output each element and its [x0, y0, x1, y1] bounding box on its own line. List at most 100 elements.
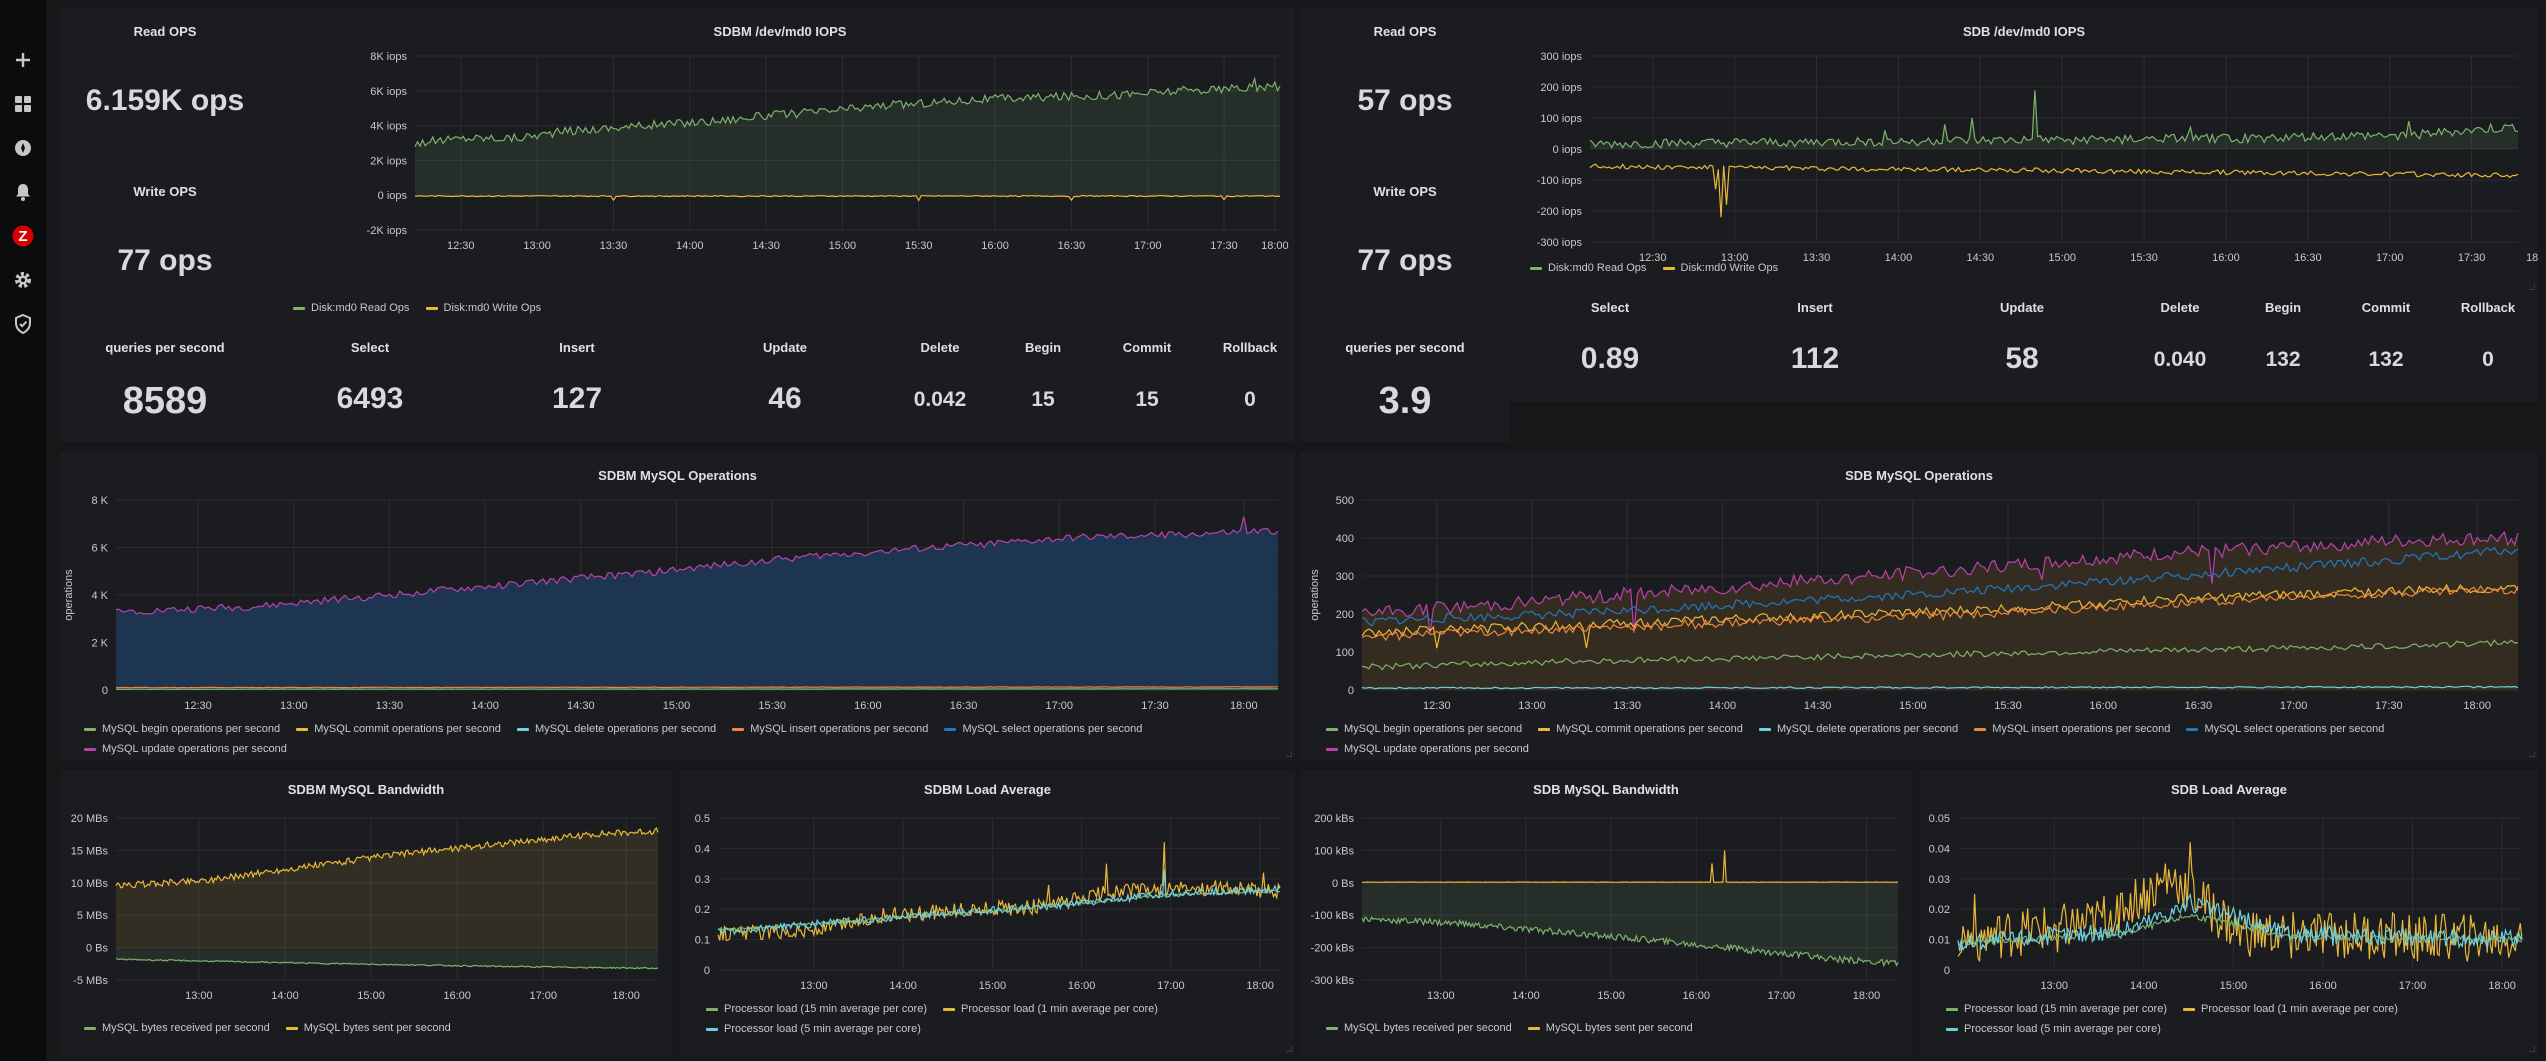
x-tick-label: 16:00	[1068, 980, 1096, 992]
explore-icon[interactable]	[11, 136, 35, 160]
legend-item[interactable]: Disk:md0 Read Ops	[293, 299, 409, 318]
sdb-bandwidth-chart[interactable]: -300 kBs -200 kBs -100 kBs 0 Bs 100 kBs 200 k…	[1300, 770, 1912, 1055]
x-tick-label: 14:30	[1804, 700, 1832, 712]
x-tick-label: 16:00	[981, 240, 1009, 252]
x-tick-label: 17:30	[2375, 700, 2403, 712]
sdbm-load-chart[interactable]: 0 0.1 0.2 0.3 0.4 0.5 13:00 14:00 15:00 16:00 17:0…	[680, 770, 1295, 1055]
series-line	[1957, 913, 2523, 946]
x-tick-label: 18:00	[1261, 240, 1289, 252]
sdbm-write-ops-title: Write OPS	[133, 184, 197, 199]
x-tick-label: 17:00	[1046, 700, 1074, 712]
series-line	[717, 869, 1281, 936]
y-tick-label: 0 iops	[378, 190, 408, 202]
x-tick-label: 15:00	[1899, 700, 1927, 712]
resize-handle[interactable]	[1286, 751, 1292, 757]
sdb-begin-value: 132	[2265, 348, 2301, 371]
zabbix-icon[interactable]: Z	[11, 224, 35, 248]
legend-item[interactable]: MySQL commit operations per second	[1538, 720, 1743, 739]
y-tick-label: 0 Bs	[1332, 878, 1355, 890]
y-tick-label: -200 kBs	[1311, 943, 1355, 955]
legend-label: Processor load (1 min average per core)	[961, 1003, 1158, 1015]
x-tick-label: 14:00	[676, 240, 704, 252]
legend-label: Disk:md0 Write Ops	[443, 302, 542, 314]
sdb-bandwidth-legend: MySQL bytes received per second MySQL by…	[1326, 1018, 1706, 1038]
sdbm-bandwidth-chart[interactable]: -5 MBs 0 Bs 5 MBs 10 MBs 15 MBs 20 MBs 13:00 14…	[60, 770, 672, 1055]
legend-item[interactable]: MySQL delete operations per second	[1758, 720, 1958, 739]
sidebar: Z	[0, 0, 46, 1061]
legend-item[interactable]: MySQL bytes sent per second	[1527, 1019, 1693, 1038]
x-tick-label: 14:30	[567, 700, 595, 712]
legend-item[interactable]: Processor load (5 min average per core)	[706, 1020, 921, 1039]
y-tick-label: -300 iops	[1537, 237, 1583, 249]
legend-item[interactable]: Disk:md0 Write Ops	[425, 299, 542, 318]
sdb-mysql-ops-chart[interactable]: 0 100 200 300 400 500 12:30 13:00 13:30 14:00 14:3…	[1300, 452, 2538, 760]
legend-item[interactable]: Processor load (1 min average per core)	[2183, 1000, 2398, 1019]
x-tick-label: 16:00	[854, 700, 882, 712]
y-tick-label: 0.02	[1929, 904, 1950, 916]
x-tick-label: 14:30	[752, 240, 780, 252]
sdb-qps-title: queries per second	[1345, 340, 1465, 355]
plus-icon[interactable]	[11, 48, 35, 72]
legend-label: MySQL insert operations per second	[750, 723, 929, 735]
legend-label: Disk:md0 Write Ops	[1680, 262, 1779, 274]
legend-item[interactable]: MySQL bytes received per second	[84, 1019, 270, 1038]
legend-item[interactable]: MySQL bytes sent per second	[285, 1019, 451, 1038]
x-tick-label: 15:00	[663, 700, 691, 712]
legend-item[interactable]: Disk:md0 Write Ops	[1662, 259, 1779, 278]
sdbm-iops-chart[interactable]: -2K iops 0 iops 2K iops 4K iops 6K iops 8K io…	[265, 8, 1295, 338]
legend-item[interactable]: MySQL begin operations per second	[84, 720, 280, 739]
sdb-load-title: SDB Load Average	[2170, 782, 2288, 797]
alert-bell-icon[interactable]	[11, 180, 35, 204]
resize-handle[interactable]	[2529, 284, 2535, 290]
legend-item[interactable]: MySQL update operations per second	[1326, 740, 1529, 759]
series-area	[116, 947, 658, 969]
sdb-load-legend: Processor load (15 min average per core)…	[1946, 999, 2526, 1039]
y-tick-label: 0.3	[695, 874, 710, 886]
resize-handle[interactable]	[2529, 1046, 2535, 1052]
sdb-commit-value: 132	[2368, 348, 2404, 371]
x-tick-label: 14:30	[1967, 252, 1995, 264]
y-tick-label: 6 K	[91, 543, 108, 555]
legend-item[interactable]: MySQL insert operations per second	[1974, 720, 2170, 739]
series-line	[1361, 639, 2519, 671]
legend-swatch-cyan	[1758, 728, 1771, 731]
legend-item[interactable]: MySQL delete operations per second	[516, 720, 716, 739]
sdbm-rollback-title: Rollback	[1222, 340, 1278, 355]
y-tick-label: 0 iops	[1553, 144, 1583, 156]
legend-label: Processor load (5 min average per core)	[724, 1023, 921, 1035]
sdbm-mysql-ops-chart[interactable]: 0 2 K 4 K 6 K 8 K 12:30 13:00 13:30 14:00 14:30 15…	[60, 452, 1295, 760]
legend-label: Disk:md0 Read Ops	[1548, 262, 1647, 274]
sdbm-bandwidth-panel: SDBM MySQL Bandwidth -5 MBs 0 Bs 5 MBs 10 M…	[60, 770, 672, 1055]
x-tick-label: 13:00	[280, 700, 308, 712]
legend-swatch-green	[1946, 1008, 1958, 1011]
gear-icon[interactable]	[11, 268, 35, 292]
sdb-read-ops-title: Read OPS	[1373, 24, 1437, 39]
sdb-load-chart[interactable]: 0 0.01 0.02 0.03 0.04 0.05 13:00 14:00 15:00 16:0…	[1920, 770, 2538, 1055]
legend-item[interactable]: MySQL commit operations per second	[296, 720, 501, 739]
legend-item[interactable]: MySQL select operations per second	[2186, 720, 2384, 739]
sdbm-rollback-value: 0	[1244, 388, 1256, 411]
x-tick-label: 13:00	[1427, 990, 1455, 1002]
shield-icon[interactable]	[11, 312, 35, 336]
legend-label: MySQL bytes received per second	[1344, 1022, 1512, 1034]
sdb-iops-chart[interactable]: -300 iops -200 iops -100 iops 0 iops 100 iop…	[1510, 8, 2538, 293]
legend-item[interactable]: Processor load (15 min average per core)	[706, 1000, 927, 1019]
legend-item[interactable]: Disk:md0 Read Ops	[1530, 259, 1646, 278]
sdbm-read-ops-value: 6.159K ops	[85, 84, 245, 117]
x-tick-label: 13:30	[1803, 252, 1831, 264]
dashboards-icon[interactable]	[11, 92, 35, 116]
legend-item[interactable]: MySQL bytes received per second	[1326, 1019, 1512, 1038]
resize-handle[interactable]	[1286, 1046, 1292, 1052]
legend-item[interactable]: MySQL begin operations per second	[1326, 720, 1522, 739]
legend-item[interactable]: MySQL select operations per second	[944, 720, 1142, 739]
legend-item[interactable]: MySQL update operations per second	[84, 740, 287, 759]
x-tick-label: 17:00	[1134, 240, 1162, 252]
x-tick-label: 14:00	[471, 700, 499, 712]
sdbm-insert-title: Insert	[559, 340, 595, 355]
legend-item[interactable]: Processor load (5 min average per core)	[1946, 1020, 2161, 1039]
sdb-bandwidth-title: SDB MySQL Bandwidth	[1533, 782, 1679, 797]
legend-item[interactable]: Processor load (15 min average per core)	[1946, 1000, 2167, 1019]
legend-item[interactable]: Processor load (1 min average per core)	[943, 1000, 1158, 1019]
legend-item[interactable]: MySQL insert operations per second	[732, 720, 928, 739]
resize-handle[interactable]	[2529, 751, 2535, 757]
